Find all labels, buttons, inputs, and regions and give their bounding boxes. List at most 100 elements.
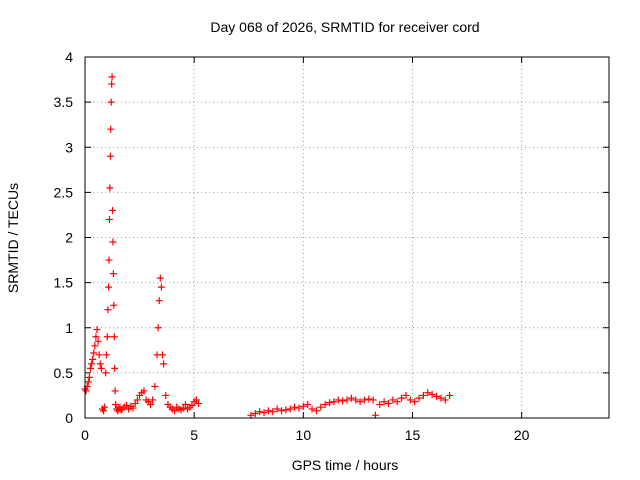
- data-point: [179, 404, 187, 412]
- data-point: [90, 349, 98, 357]
- x-tick-label: 15: [405, 427, 421, 443]
- x-tick-label: 10: [296, 427, 312, 443]
- y-tick-label: 3.5: [54, 94, 74, 110]
- plot-frame: [84, 56, 610, 419]
- data-point: [95, 351, 103, 359]
- data-point: [84, 378, 92, 386]
- data-point: [111, 364, 119, 372]
- data-point: [415, 394, 423, 402]
- data-point: [389, 396, 397, 404]
- data-point: [312, 407, 320, 415]
- data-point: [269, 408, 277, 416]
- data-point: [85, 373, 93, 381]
- data-point: [321, 400, 329, 408]
- axis-ticks: 0 5 10 15 20 0 0.5 1 1.5 2 2.5 3 3.5 4: [54, 49, 609, 443]
- data-point: [437, 394, 445, 402]
- data-point: [251, 409, 259, 417]
- data-point: [154, 324, 162, 332]
- data-point: [111, 387, 119, 395]
- data-point: [419, 391, 427, 399]
- y-tick-label: 3: [65, 139, 73, 155]
- data-point: [149, 396, 157, 404]
- y-axis-label: SRMTID / TECUs: [5, 183, 21, 293]
- data-point: [104, 306, 112, 314]
- data-point: [376, 400, 384, 408]
- data-point: [278, 407, 285, 415]
- y-tick-label: 0: [65, 410, 73, 426]
- data-point: [155, 297, 163, 305]
- data-point: [441, 396, 449, 404]
- y-tick-label: 1: [65, 320, 73, 336]
- data-point: [360, 396, 368, 404]
- data-point: [96, 360, 104, 368]
- data-point: [156, 274, 164, 282]
- data-point: [171, 407, 179, 415]
- data-point: [110, 301, 118, 309]
- data-point: [101, 403, 109, 411]
- data-point: [188, 401, 196, 409]
- data-point: [264, 407, 272, 415]
- data-point: [192, 396, 200, 404]
- data-point: [88, 360, 96, 368]
- x-axis-label: GPS time / hours: [292, 457, 399, 473]
- data-point: [291, 403, 299, 411]
- data-point: [181, 400, 189, 408]
- data-point: [89, 355, 97, 363]
- data-point: [260, 409, 268, 417]
- data-point: [282, 406, 290, 414]
- data-point: [380, 398, 388, 406]
- data-point: [317, 403, 325, 411]
- data-point: [406, 396, 414, 404]
- data-point: [195, 400, 203, 408]
- data-point: [347, 394, 355, 402]
- data-point: [286, 405, 294, 413]
- data-point: [339, 397, 347, 405]
- data-point: [159, 351, 167, 359]
- data-point: [109, 206, 117, 214]
- y-tick-label: 2: [65, 230, 73, 246]
- data-point: [393, 398, 401, 406]
- data-point: [97, 364, 105, 372]
- data-point: [398, 394, 406, 402]
- data-point: [424, 389, 432, 397]
- data-point: [433, 392, 441, 400]
- data-point: [131, 400, 139, 408]
- data-point: [334, 396, 342, 404]
- data-point: [446, 391, 454, 399]
- data-point: [108, 73, 116, 81]
- data-point: [151, 382, 159, 390]
- data-point: [330, 398, 338, 406]
- data-point: [105, 256, 113, 264]
- data-point: [402, 391, 410, 399]
- chart-title: Day 068 of 2026, SRMTID for receiver cor…: [210, 19, 479, 35]
- y-tick-label: 1.5: [54, 275, 74, 291]
- data-point: [384, 400, 392, 408]
- data-point: [106, 152, 114, 160]
- data-point: [102, 351, 110, 359]
- data-point: [107, 98, 115, 106]
- data-point: [428, 391, 436, 399]
- data-point: [105, 215, 113, 223]
- y-tick-label: 0.5: [54, 365, 74, 381]
- data-point: [140, 387, 148, 395]
- data-point: [107, 125, 115, 133]
- data-point: [343, 396, 351, 404]
- data-point: [299, 402, 307, 410]
- data-point: [105, 283, 113, 291]
- data-point: [106, 184, 114, 192]
- data-point: [273, 405, 281, 413]
- data-point: [82, 387, 90, 395]
- data-point: [110, 333, 118, 341]
- data-point: [162, 391, 170, 399]
- data-point: [160, 360, 168, 368]
- data-point: [129, 404, 137, 412]
- data-point: [102, 369, 110, 377]
- grid: [85, 57, 609, 418]
- data-point: [365, 395, 373, 403]
- data-point: [93, 326, 101, 334]
- data-point: [109, 270, 117, 278]
- y-tick-label: 4: [65, 49, 73, 65]
- data-point: [256, 408, 264, 416]
- data-point: [352, 396, 360, 404]
- data-point: [304, 400, 312, 408]
